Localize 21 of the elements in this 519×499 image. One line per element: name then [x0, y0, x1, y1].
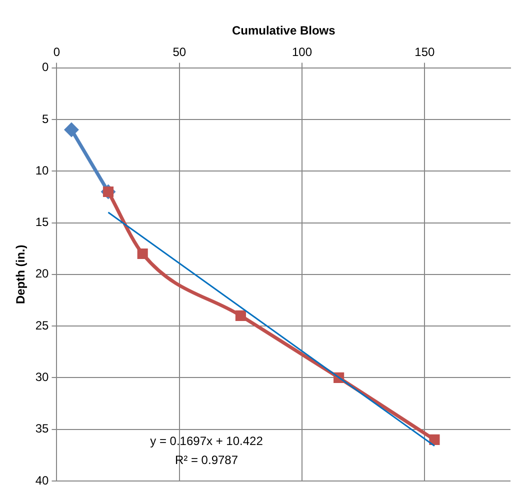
- x-tick-label: 100: [292, 44, 312, 59]
- y-axis-title: Depth (in.): [14, 244, 28, 304]
- point: [429, 434, 440, 445]
- y-tick-label: 30: [35, 370, 50, 384]
- y-tick-label: 10: [35, 163, 50, 178]
- x-tick-label: 0: [53, 44, 60, 59]
- y-tick-label: 35: [35, 422, 50, 436]
- y-tick-label: 25: [35, 318, 50, 332]
- y-tick-label: 20: [35, 266, 50, 281]
- annotation: y = 0.1697x + 10.422: [150, 434, 264, 448]
- y-tick-label: 5: [42, 112, 50, 126]
- y-tick-label: 15: [35, 215, 50, 230]
- x-tick-label: 150: [414, 44, 435, 59]
- point: [64, 123, 78, 137]
- point: [235, 310, 246, 322]
- annotation: R² = 0.9787: [174, 453, 238, 468]
- x-axis-title: Cumulative Blows: [232, 24, 336, 38]
- x-tick-label: 50: [172, 44, 186, 59]
- y-tick-label: 0: [42, 60, 50, 74]
- point: [137, 248, 148, 260]
- y-tick-label: 40: [35, 473, 50, 488]
